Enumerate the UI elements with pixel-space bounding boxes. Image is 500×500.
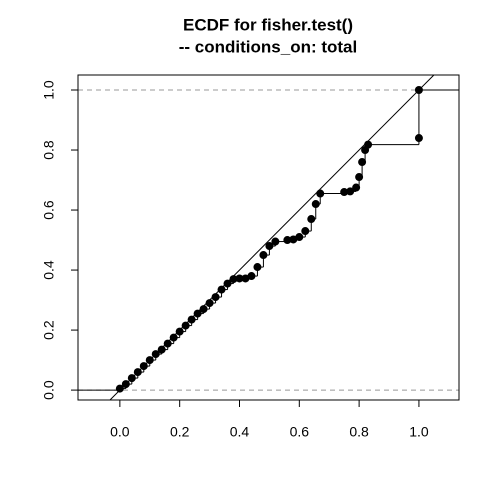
ecdf-point [121, 380, 130, 389]
ecdf-point [163, 339, 172, 348]
ecdf-point [295, 233, 304, 242]
ecdf-point [223, 279, 232, 288]
x-tick-label: 0.8 [349, 424, 369, 440]
ecdf-point [241, 274, 250, 283]
ecdf-point [316, 189, 325, 198]
ecdf-point [247, 272, 256, 281]
ecdf-point [340, 188, 349, 197]
x-tick-label: 0.4 [230, 424, 250, 440]
ecdf-point [139, 362, 148, 371]
ecdf-point [199, 305, 208, 314]
ecdf-point [229, 275, 238, 284]
ecdf-point [289, 235, 298, 244]
ecdf-point [169, 333, 178, 342]
chart-subtitle: -- conditions_on: total [179, 37, 357, 56]
ecdf-point [346, 187, 355, 196]
x-tick-label: 0.2 [170, 424, 190, 440]
plot-frame [77, 74, 460, 401]
ecdf-point [355, 173, 364, 182]
ecdf-point [145, 356, 154, 365]
x-tick-label: 0.0 [110, 424, 130, 440]
ecdf-point [352, 183, 361, 192]
ecdf-point [307, 215, 316, 224]
ecdf-point [157, 345, 166, 354]
y-tick-label: 1.0 [41, 80, 57, 100]
y-tick-label: 0.8 [41, 140, 57, 160]
ecdf-point [358, 158, 367, 167]
ecdf-point [265, 242, 274, 251]
y-tick-label: 0.4 [41, 260, 57, 280]
y-tick-label: 0.0 [41, 380, 57, 400]
y-tick-label: 0.2 [41, 320, 57, 340]
ecdf-point [253, 263, 262, 272]
ecdf-point [235, 274, 244, 283]
ecdf-point [414, 86, 423, 95]
ecdf-point [175, 327, 184, 336]
ecdf-point [151, 350, 160, 359]
ecdf-point [259, 251, 268, 260]
ecdf-point [127, 374, 136, 383]
ecdf-point [271, 237, 280, 246]
y-tick-label: 0.6 [41, 200, 57, 220]
ecdf-point [217, 285, 226, 294]
ecdf-point [301, 227, 310, 236]
ecdf-point [364, 140, 373, 149]
x-tick-label: 0.6 [290, 424, 310, 440]
chart-title: ECDF for fisher.test() [183, 15, 353, 34]
ecdf-point [211, 293, 220, 302]
ecdf-point [311, 200, 320, 209]
ecdf-point [181, 321, 190, 330]
x-tick-label: 1.0 [409, 424, 429, 440]
ecdf-point [414, 134, 423, 143]
ecdf-point [193, 309, 202, 318]
ecdf-point [187, 315, 196, 324]
diagonal-line [109, 75, 435, 400]
ecdf-point [205, 299, 214, 308]
ecdf-point [133, 368, 142, 377]
ecdf-point [115, 384, 124, 393]
ecdf-point [283, 236, 292, 245]
